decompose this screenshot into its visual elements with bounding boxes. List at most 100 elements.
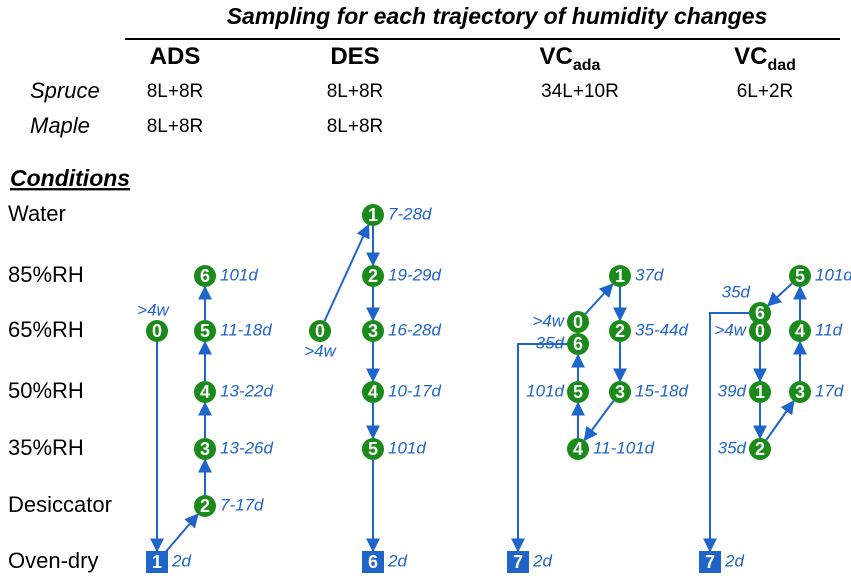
duration: 37d [635,265,664,284]
state-node [194,320,216,342]
column-header-main: ADS [150,43,201,70]
node-id: 2 [368,266,378,286]
duration: 7-17d [220,495,264,514]
duration: 13-26d [220,438,273,457]
duration: 101d [388,438,426,457]
node-id: 3 [615,382,625,402]
node-id: 6 [755,303,765,323]
cell: 8L+8R [147,116,204,137]
arrow [584,283,614,315]
node-id: 5 [368,439,378,459]
cell: 8L+8R [147,81,204,102]
duration: >4w [532,311,565,330]
state-node [194,381,216,403]
column-header-sub: dad [767,57,795,74]
state-node [362,265,384,287]
column-header-main: VC [734,43,767,70]
node-id: 1 [755,382,765,402]
arrow [583,400,615,442]
state-node [609,265,631,287]
node-id: 2 [755,439,765,459]
duration: 2d [171,551,191,570]
duration: 2d [724,551,744,570]
node-id: 0 [573,312,583,332]
state-node [609,320,631,342]
row-name: Spruce [30,78,100,103]
duration: 35d [722,282,751,301]
state-node [749,438,771,460]
node-id: 7 [705,552,715,572]
duration: 17d [815,381,844,400]
arrow [163,513,199,555]
node-id: 3 [200,439,210,459]
duration: 19-29d [388,265,441,284]
state-node [194,265,216,287]
state-node [309,320,331,342]
duration: 11d [815,320,843,339]
node-id: 5 [573,382,583,402]
state-node [194,438,216,460]
node-id: 1 [368,205,378,225]
node-id: 2 [615,321,625,341]
duration: 15-18d [635,381,688,400]
state-node [749,320,771,342]
state-node [749,302,771,324]
state-node [789,320,811,342]
state-node [362,381,384,403]
oven-node [507,551,529,573]
title: Sampling for each trajectory of humidity… [227,3,768,29]
condition-label: Water [8,201,66,226]
arrow [323,223,370,322]
oven-node [699,551,721,573]
node-id: 6 [368,552,378,572]
arrow [703,312,749,553]
condition-label: Desiccator [8,492,112,517]
cell: 8L+8R [327,116,384,137]
oven-node [146,551,168,573]
condition-label: 85%RH [8,262,84,287]
state-node [194,495,216,517]
column-header-main: VC [540,43,573,70]
state-node [146,320,168,342]
state-node [609,381,631,403]
duration: 16-28d [388,320,441,339]
duration: 2d [387,551,407,570]
node-id: 4 [795,321,805,341]
conditions-title: Conditions [10,165,130,191]
arrow [765,399,795,441]
duration: 35d [718,438,747,457]
state-node [749,381,771,403]
state-node [789,381,811,403]
duration: >4w [304,341,337,360]
duration: 7-28d [388,204,432,223]
duration: 10-17d [388,381,441,400]
row-name: Maple [30,113,90,138]
state-node [567,381,589,403]
state-node [567,438,589,460]
column-header: VCdad [734,43,796,74]
state-node [362,438,384,460]
node-id: 2 [200,496,210,516]
duration: 101d [526,381,564,400]
node-id: 0 [755,321,765,341]
node-id: 4 [368,382,378,402]
arrow [767,282,793,307]
state-node [567,333,589,355]
node-id: 6 [200,266,210,286]
duration: 101d [220,265,258,284]
state-node [362,320,384,342]
duration: 35d [536,333,565,352]
duration: 13-22d [220,381,273,400]
duration: 39d [718,381,747,400]
node-id: 5 [200,321,210,341]
column-header-main: DES [330,43,379,70]
node-id: 1 [615,266,625,286]
cell: 6L+2R [737,81,794,102]
duration: 11-101d [593,438,655,457]
column-header: ADS [150,43,201,70]
node-id: 4 [573,439,583,459]
node-id: 0 [152,321,162,341]
state-node [362,204,384,226]
column-header: VCada [540,43,601,74]
